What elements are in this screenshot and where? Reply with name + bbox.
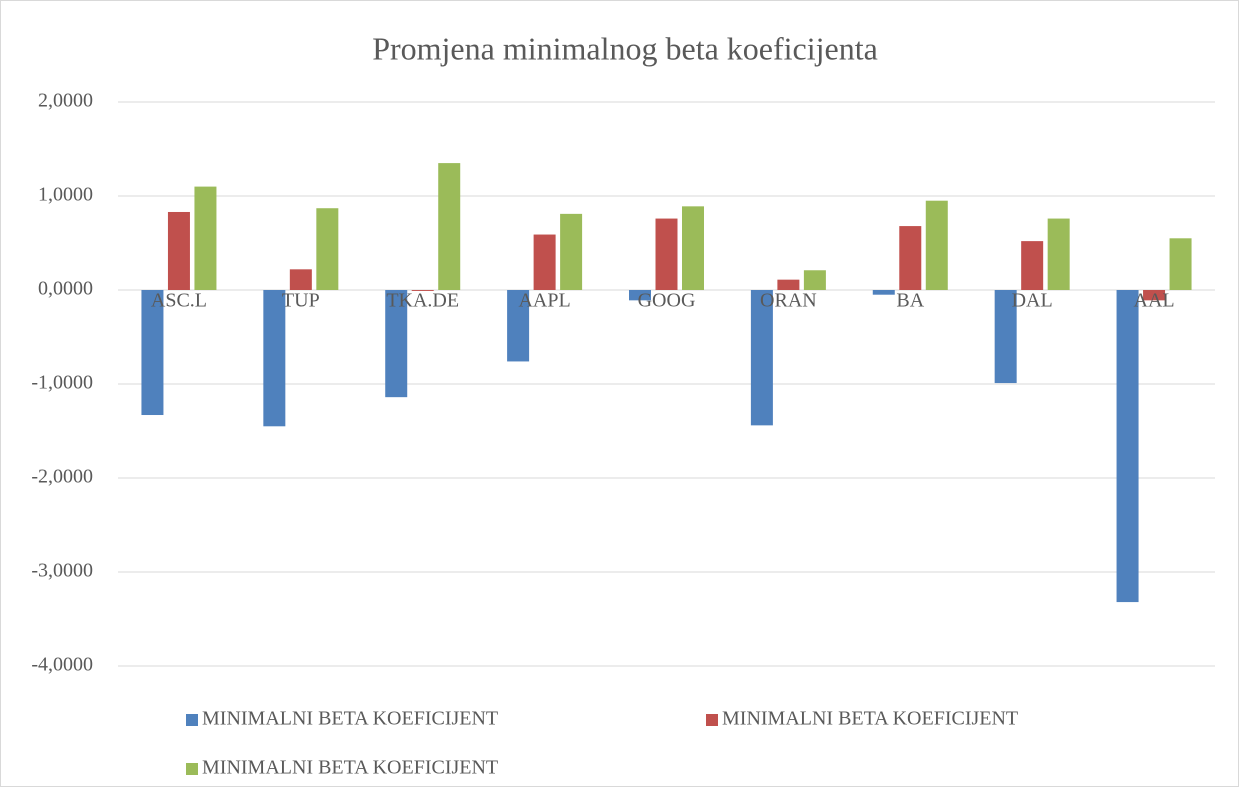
y-tick-label: 1,0000 [38,184,93,206]
bar [507,290,530,362]
y-tick-label: -1,0000 [31,372,93,394]
bar [1047,218,1070,290]
legend-swatch [186,763,198,775]
bar [803,270,826,290]
bar [316,208,339,290]
bar [560,213,583,290]
bar [167,211,190,290]
bar [411,290,434,291]
y-tick-label: -3,0000 [31,560,93,582]
x-tick-label: TKA.DE [386,290,459,312]
y-tick-label: 0,0000 [38,278,93,300]
bar [194,186,217,290]
x-tick-label: BA [896,290,924,312]
bar [289,269,312,290]
bar [533,234,556,290]
y-tick-label: 2,0000 [38,90,93,112]
x-tick-label: ORAN [760,290,817,312]
bar [925,200,948,290]
bar [655,218,678,290]
bar [141,290,164,416]
bar [1169,238,1192,290]
bar [750,290,773,426]
bar [1143,290,1166,301]
bar [438,163,461,290]
bar [994,290,1017,384]
bar [899,226,922,290]
legend-label: MINIMALNI BETA KOEFICIJENT [202,708,498,730]
x-tick-label: GOOG [638,290,696,312]
chart-title: Promjena minimalnog beta koeficijenta [372,30,878,66]
y-tick-label: -4,0000 [31,654,93,676]
bar [385,290,408,398]
x-tick-label: DAL [1012,290,1053,312]
bar [1116,290,1139,603]
legend-label: MINIMALNI BETA KOEFICIJENT [722,708,1018,730]
bar [682,206,704,290]
legend-label: MINIMALNI BETA KOEFICIJENT [202,757,498,779]
x-tick-label: TUP [282,290,320,312]
legend-swatch [706,714,718,726]
bar [1021,241,1044,290]
y-tick-label: -2,0000 [31,466,93,488]
x-tick-label: AAPL [518,290,570,312]
x-tick-label: ASC.L [151,290,207,312]
bar [629,290,651,301]
x-tick-label: AAL [1134,290,1175,312]
bar [872,290,895,295]
bar [777,279,800,290]
bar [263,290,286,427]
legend-swatch [186,714,198,726]
